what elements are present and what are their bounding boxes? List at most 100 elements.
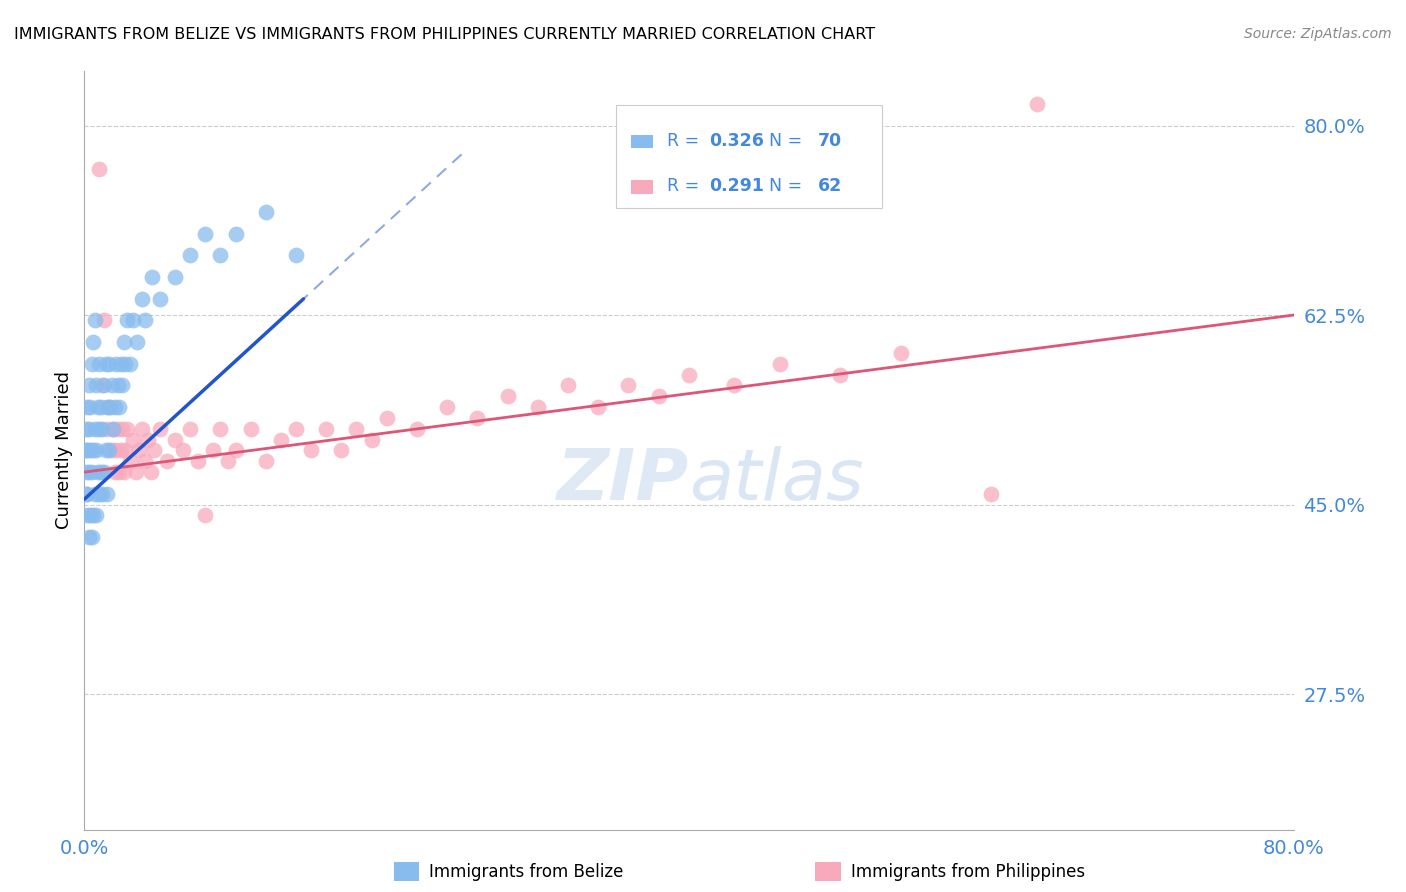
- Point: [270, 433, 292, 447]
- Point: [75, 422, 97, 436]
- Point: [94, 443, 117, 458]
- Point: [114, 357, 136, 371]
- Point: [112, 335, 135, 350]
- Point: [141, 270, 163, 285]
- Point: [179, 422, 201, 436]
- Point: [125, 465, 148, 479]
- Point: [165, 270, 187, 285]
- Point: [330, 443, 353, 458]
- Point: [96, 422, 118, 436]
- Point: [76, 400, 98, 414]
- Point: [79, 400, 101, 414]
- Point: [769, 357, 792, 371]
- Point: [105, 357, 128, 371]
- Point: [131, 422, 153, 436]
- Point: [299, 443, 322, 458]
- Text: 62: 62: [818, 177, 842, 194]
- Point: [79, 443, 101, 458]
- Point: [239, 422, 262, 436]
- Point: [89, 357, 111, 371]
- Point: [360, 433, 382, 447]
- Point: [115, 422, 138, 436]
- Point: [436, 400, 458, 414]
- Point: [142, 443, 165, 458]
- Point: [75, 465, 97, 479]
- Point: [187, 454, 209, 468]
- Point: [209, 422, 232, 436]
- Point: [406, 422, 429, 436]
- Point: [100, 443, 122, 458]
- Point: [84, 487, 107, 501]
- Point: [86, 443, 108, 458]
- Text: 0.326: 0.326: [710, 132, 765, 150]
- Point: [93, 465, 115, 479]
- Point: [80, 465, 103, 479]
- Point: [100, 378, 122, 392]
- Point: [467, 411, 489, 425]
- Point: [108, 465, 131, 479]
- Point: [149, 292, 172, 306]
- Text: IMMIGRANTS FROM BELIZE VS IMMIGRANTS FROM PHILIPPINES CURRENTLY MARRIED CORRELAT: IMMIGRANTS FROM BELIZE VS IMMIGRANTS FRO…: [14, 27, 875, 42]
- Text: R =: R =: [668, 132, 704, 150]
- Point: [165, 433, 187, 447]
- Point: [82, 335, 104, 350]
- Point: [375, 411, 398, 425]
- Point: [254, 205, 277, 219]
- Point: [93, 378, 115, 392]
- Point: [139, 465, 162, 479]
- Point: [134, 454, 156, 468]
- Point: [105, 443, 128, 458]
- Point: [1025, 96, 1047, 111]
- Point: [315, 422, 337, 436]
- Point: [107, 378, 129, 392]
- Point: [89, 487, 111, 501]
- Point: [225, 227, 247, 241]
- Point: [80, 530, 103, 544]
- Point: [111, 378, 134, 392]
- Point: [111, 422, 134, 436]
- Point: [830, 368, 852, 382]
- Point: [110, 357, 132, 371]
- Point: [89, 422, 111, 436]
- Text: N =: N =: [758, 177, 807, 194]
- Point: [172, 443, 194, 458]
- Point: [94, 357, 117, 371]
- Point: [588, 400, 610, 414]
- Point: [104, 465, 127, 479]
- Point: [75, 443, 97, 458]
- Point: [527, 400, 550, 414]
- Point: [97, 357, 120, 371]
- Text: ZIP: ZIP: [557, 446, 689, 516]
- Point: [179, 248, 201, 262]
- Point: [194, 227, 217, 241]
- Point: [76, 443, 98, 458]
- FancyBboxPatch shape: [631, 135, 652, 148]
- Y-axis label: Currently Married: Currently Married: [55, 371, 73, 530]
- Point: [112, 465, 135, 479]
- Point: [118, 454, 141, 468]
- Point: [890, 346, 912, 360]
- Point: [77, 530, 100, 544]
- Point: [91, 378, 114, 392]
- Point: [127, 335, 149, 350]
- Point: [121, 313, 143, 327]
- Point: [131, 292, 153, 306]
- Text: Immigrants from Belize: Immigrants from Belize: [429, 863, 623, 881]
- Point: [136, 433, 159, 447]
- Point: [76, 508, 98, 523]
- Point: [156, 454, 179, 468]
- Point: [77, 378, 100, 392]
- Point: [723, 378, 745, 392]
- Point: [101, 422, 124, 436]
- Point: [648, 389, 671, 403]
- Text: Immigrants from Philippines: Immigrants from Philippines: [851, 863, 1085, 881]
- Point: [86, 508, 108, 523]
- Point: [90, 465, 112, 479]
- Point: [90, 400, 112, 414]
- Point: [110, 443, 132, 458]
- Point: [254, 454, 277, 468]
- Point: [82, 443, 104, 458]
- Point: [91, 487, 114, 501]
- Point: [217, 454, 239, 468]
- FancyBboxPatch shape: [616, 105, 883, 208]
